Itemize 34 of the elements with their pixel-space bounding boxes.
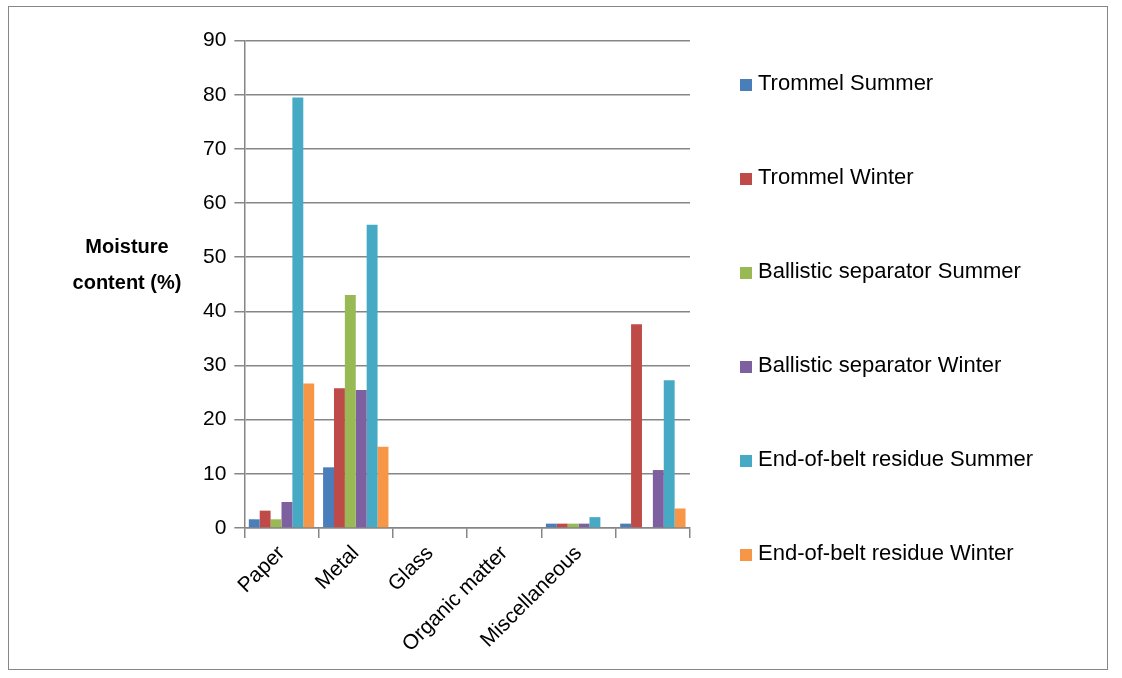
legend-label: Ballistic separator Winter [758, 352, 1002, 378]
legend-label: End-of-belt residue Summer [758, 446, 1034, 472]
y-tick-label: 70 [203, 135, 227, 159]
bar [333, 388, 345, 528]
bar [589, 517, 601, 528]
bar [344, 295, 356, 528]
legend-label: Trommel Winter [758, 164, 914, 190]
bar [292, 97, 304, 528]
bar [323, 467, 334, 528]
bar [663, 380, 675, 528]
legend-label: Trommel Summer [758, 70, 934, 96]
bar [631, 324, 642, 528]
bar [366, 224, 378, 528]
bar [270, 519, 282, 528]
y-tick-label: 30 [203, 352, 227, 376]
y-tick-label: 60 [203, 189, 227, 213]
bar [259, 510, 271, 528]
bar [355, 389, 367, 528]
y-tick-label: 90 [203, 27, 227, 51]
bar [281, 501, 293, 528]
bar [248, 519, 260, 528]
y-tick-label: 10 [203, 460, 227, 484]
y-tick-label: 50 [203, 244, 227, 268]
bar [674, 508, 686, 528]
y-tick-label: 0 [214, 514, 227, 538]
legend-label: End-of-belt residue Winter [758, 540, 1014, 566]
y-tick-label: 40 [203, 298, 227, 322]
bar [377, 446, 389, 528]
legend-label: Ballistic separator Summer [758, 258, 1021, 284]
bar [303, 383, 315, 528]
y-tick-label: 80 [203, 81, 227, 105]
bar [652, 470, 664, 528]
y-tick-label: 20 [203, 406, 227, 430]
y-axis-title: Moisture content (%) [71, 234, 183, 295]
